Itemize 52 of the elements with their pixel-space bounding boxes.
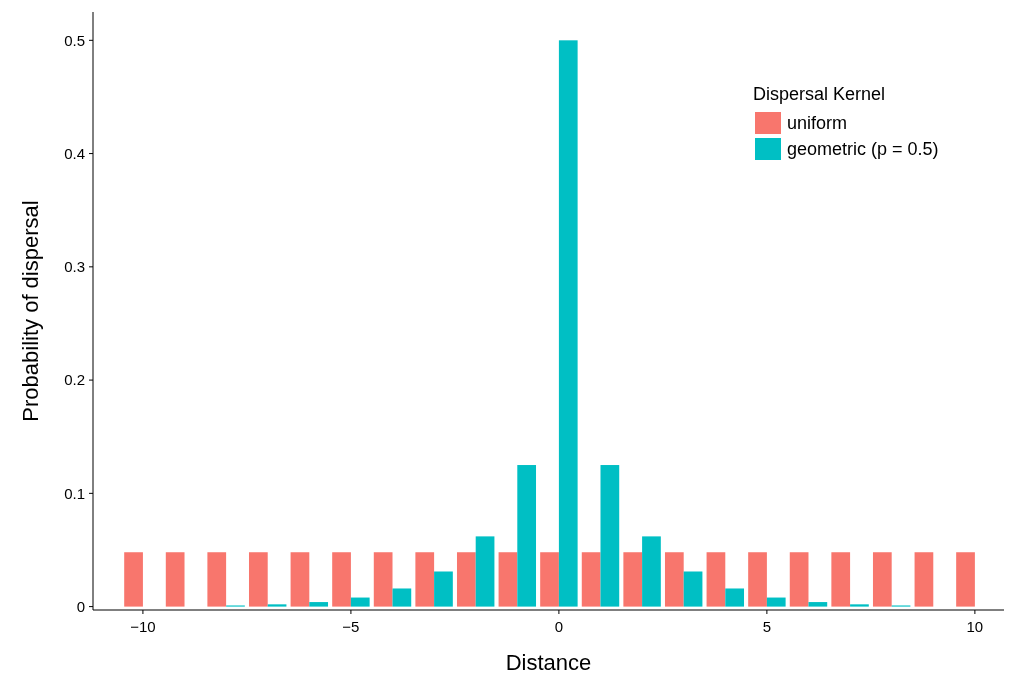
bar: [872, 552, 892, 607]
y-tick-label: 0.1: [64, 484, 85, 502]
bar: [558, 40, 578, 607]
bar: [373, 552, 393, 607]
bar: [831, 552, 851, 607]
bar: [766, 597, 786, 607]
bar: [267, 604, 287, 607]
bar: [248, 552, 268, 607]
bar: [850, 604, 869, 607]
y-tick-label: 0: [76, 597, 85, 615]
bar: [808, 602, 828, 607]
y-tick-label: 0.5: [64, 31, 85, 49]
bar: [623, 552, 643, 607]
bar: [956, 552, 975, 607]
y-tick-label: 0.2: [64, 371, 85, 389]
bar: [124, 552, 143, 607]
y-tick-label: 0.4: [64, 144, 85, 162]
bar: [207, 552, 227, 607]
bar: [475, 536, 495, 607]
bar: [789, 552, 809, 607]
bar: [725, 588, 745, 607]
bar: [498, 552, 518, 607]
bar: [517, 465, 537, 607]
y-tick-label: 0.3: [64, 258, 85, 276]
y-axis-title: Probability of dispersal: [18, 200, 43, 422]
x-tick-label: 10: [966, 618, 984, 635]
bar: [914, 552, 934, 607]
bar: [332, 552, 351, 607]
bar: [392, 588, 412, 607]
bar: [664, 552, 684, 607]
bar: [581, 552, 601, 607]
x-tick-label: −5: [342, 618, 360, 635]
x-tick-label: 0: [554, 618, 564, 635]
x-tick-label: −10: [130, 618, 156, 635]
bar: [706, 552, 726, 607]
bar: [540, 552, 559, 607]
bar: [456, 552, 476, 607]
x-axis-title: Distance: [505, 650, 592, 675]
bar: [683, 571, 703, 607]
bar: [748, 552, 767, 607]
legend-title: Dispersal Kernel: [753, 84, 886, 104]
bar: [290, 552, 310, 607]
bar: [642, 536, 661, 607]
bar: [165, 552, 185, 607]
bar: [309, 602, 329, 607]
legend-label: uniform: [787, 113, 848, 134]
bar: [350, 597, 370, 607]
x-tick-label: 5: [762, 618, 772, 635]
bar: [415, 552, 435, 607]
bar: [434, 571, 453, 607]
legend-label: geometric (p = 0.5): [787, 139, 939, 160]
bar: [600, 465, 620, 607]
